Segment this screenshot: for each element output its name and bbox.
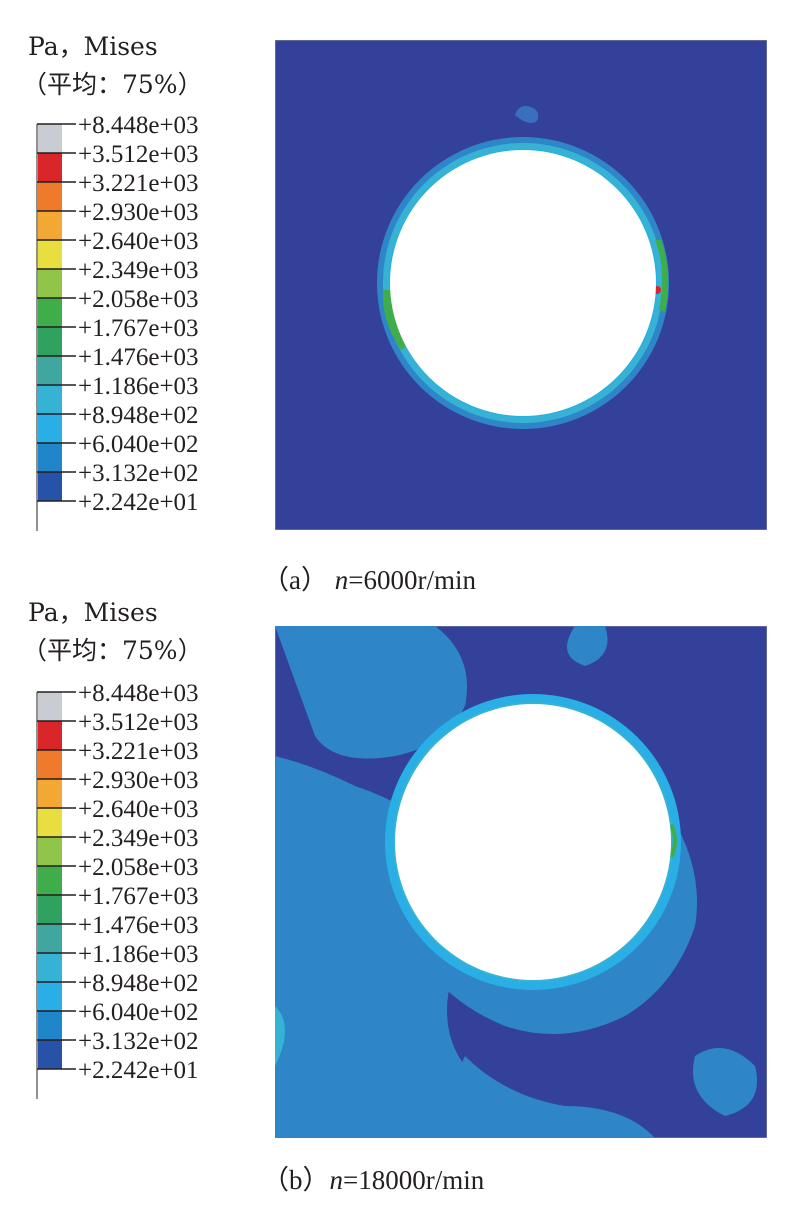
legend-tick-label: +2.930e+03 (78, 767, 199, 794)
legend-band (38, 982, 62, 1011)
panel-b: Pa，Mises （平均：75%） +8.448e+03 +3.512e+03 +3… (0, 598, 785, 1227)
legend-band (38, 182, 62, 211)
legend-band (38, 472, 62, 501)
stress-region (435, 1056, 655, 1138)
hole (395, 704, 671, 980)
legend-tick-label: +3.221e+03 (78, 170, 199, 197)
legend-tick-label: +1.186e+03 (78, 373, 199, 400)
caption-prefix: （a） (262, 565, 335, 595)
legend-band (38, 924, 62, 953)
legend-band (38, 240, 62, 269)
legend-tick-label: +1.186e+03 (78, 941, 199, 968)
legend-tick-label: +8.448e+03 (78, 680, 199, 707)
legend-tick-label: +3.132e+02 (78, 1028, 199, 1055)
stress-region (693, 1048, 757, 1116)
stress-region (275, 1006, 285, 1066)
legend-band (38, 895, 62, 924)
legend-band (38, 779, 62, 808)
legend-tick-label: +2.349e+03 (78, 257, 199, 284)
legend-band (38, 153, 62, 182)
stress-green-patch (655, 240, 669, 312)
legend-tick-label: +3.132e+02 (78, 460, 199, 487)
legend-color-scale: +8.448e+03+3.512e+03+3.221e+03+2.930e+03… (36, 680, 199, 1099)
caption-variable: n (329, 1165, 344, 1195)
legend-band (38, 298, 62, 327)
hole (390, 150, 656, 416)
legend-tick-label: +2.242e+01 (78, 1057, 199, 1084)
legend-tick-label: +3.512e+03 (78, 141, 199, 168)
legend-tick-label: +1.476e+03 (78, 344, 199, 371)
legend-band (38, 721, 62, 750)
legend-band (38, 385, 62, 414)
legend-band (38, 327, 62, 356)
legend-band (38, 1040, 62, 1069)
legend-band (38, 808, 62, 837)
stress-region (275, 626, 467, 759)
legend-band (38, 953, 62, 982)
legend-tick-label: +2.349e+03 (78, 825, 199, 852)
legend-band (38, 837, 62, 866)
legend-tick-label: +2.640e+03 (78, 796, 199, 823)
caption-value: =18000r/min (343, 1165, 485, 1195)
legend-band (38, 750, 62, 779)
legend-tick-label: +1.476e+03 (78, 912, 199, 939)
legend-band (38, 414, 62, 443)
stress-green-patch (669, 824, 677, 858)
stress-spot (515, 106, 539, 123)
legend-tick-label: +8.948e+02 (78, 970, 199, 997)
caption-value: =6000r/min (348, 565, 476, 595)
legend-band (38, 211, 62, 240)
caption-a: （a） n=6000r/min (262, 558, 476, 597)
legend-band (38, 356, 62, 385)
legend-subtitle: （平均：75%） (22, 636, 203, 665)
legend-tick-label: +3.221e+03 (78, 738, 199, 765)
legend-tick-label: +3.512e+03 (78, 709, 199, 736)
legend-tick-label: +6.040e+02 (78, 431, 199, 458)
legend-band (38, 443, 62, 472)
legend-title: Pa，Mises (28, 32, 158, 61)
legend-band (38, 1011, 62, 1040)
legend-color-scale: +8.448e+03+3.512e+03+3.221e+03+2.930e+03… (36, 112, 199, 531)
legend-tick-label: +8.948e+02 (78, 402, 199, 429)
legend-tick-label: +8.448e+03 (78, 112, 199, 139)
legend-title: Pa，Mises (28, 598, 158, 627)
legend-tick-label: +2.058e+03 (78, 854, 199, 881)
legend-tick-label: +2.640e+03 (78, 228, 199, 255)
caption-variable: n (334, 565, 349, 595)
legend-tick-label: +1.767e+03 (78, 883, 199, 910)
legend-tick-label: +6.040e+02 (78, 999, 199, 1026)
legend-band (38, 124, 62, 153)
legend-tick-label: +2.058e+03 (78, 286, 199, 313)
contour-plot-b (275, 626, 767, 1138)
caption-b: （b）n=18000r/min (262, 1158, 484, 1197)
legend-tick-label: +1.767e+03 (78, 315, 199, 342)
legend-subtitle: （平均：75%） (22, 70, 203, 99)
legend-tick-label: +2.242e+01 (78, 489, 199, 516)
caption-prefix: （b） (262, 1165, 330, 1195)
contour-plot-a (275, 40, 767, 530)
legend-band (38, 692, 62, 721)
legend-band (38, 866, 62, 895)
legend-tick-label: +2.930e+03 (78, 199, 199, 226)
panel-a: Pa，Mises （平均：75%） +8.448e+03 +3.512e+03 +3… (0, 0, 785, 600)
legend-band (38, 269, 62, 298)
stress-region (555, 626, 608, 666)
